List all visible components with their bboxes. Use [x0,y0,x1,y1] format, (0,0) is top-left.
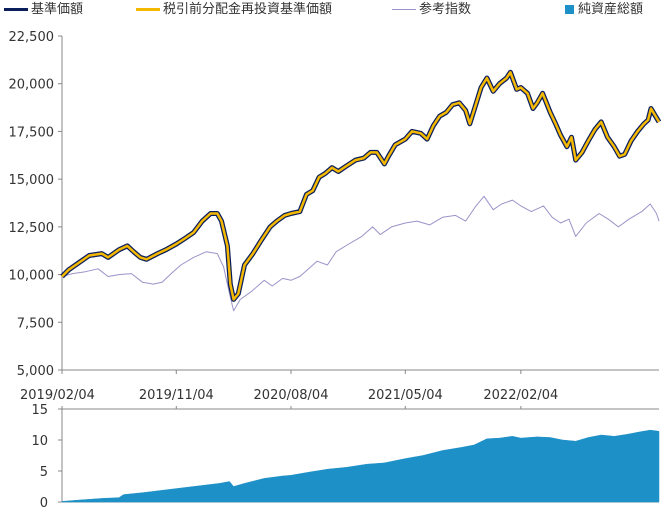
assets-y-tick-label: 5 [40,465,48,480]
reference-index-line [61,195,660,312]
price-chart: 5,000 7,500 10,000 12,500 15,000 17,500 20,000… [9,30,661,403]
legend-label-reinvested-nav: 税引前分配金再投資基準価額 [163,2,333,17]
legend-swatch-reference-index [392,9,416,10]
legend-item-reference-index: 参考指数 [392,1,471,19]
price-y-tick-label: 12,500 [9,221,55,236]
legend-swatch-reinvested-nav [136,8,160,11]
assets-y-tick-label: 0 [40,496,48,508]
x-tick-label: 2019/02/04 [20,388,95,403]
legend-item-net-assets: 純資産総額 [565,1,643,19]
net-assets-chart: 0 5 10 15 [31,403,660,508]
x-tick-label: 2019/11/04 [139,388,214,403]
legend-swatch-net-assets [565,5,574,14]
assets-y-tick-label: 15 [31,403,48,418]
chart-legend: 基準価額 税引前分配金再投資基準価額 参考指数 純資産総額 [0,0,661,22]
nav-line [60,69,661,302]
price-y-tick-label: 20,000 [9,78,55,93]
legend-label-net-assets: 純資産総額 [578,2,644,17]
price-y-tick-label: 7,500 [17,316,54,331]
legend-swatch-nav [4,8,28,11]
price-y-tick-label: 10,000 [9,269,55,284]
x-tick-label: 2020/08/04 [254,388,329,403]
price-y-tick-label: 22,500 [9,30,55,45]
x-tick-label: 2022/02/04 [483,388,558,403]
price-y-tick-label: 15,000 [9,173,55,188]
legend-item-reinvested-nav: 税引前分配金再投資基準価額 [136,1,332,19]
reinvested-nav-line [61,71,661,301]
price-y-tick-label: 5,000 [17,364,54,379]
price-y-tick-label: 17,500 [9,125,55,140]
legend-label-nav: 基準価額 [31,2,84,17]
legend-label-reference-index: 参考指数 [419,2,472,17]
net-assets-area [61,429,660,503]
assets-y-tick-label: 10 [31,434,48,449]
legend-item-nav: 基準価額 [4,1,83,19]
x-tick-label: 2021/05/04 [368,388,443,403]
